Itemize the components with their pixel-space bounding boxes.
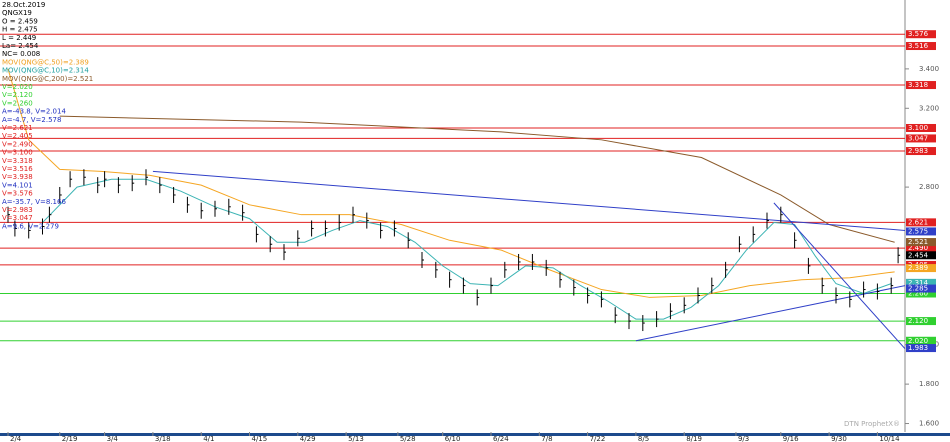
info-line: QNGX19 [2,9,32,17]
level-label: 2.983 [908,147,928,155]
level-label: 3.576 [908,30,929,38]
trendline [635,285,906,342]
info-line: MOV(QNG@C,200)=2.521 [2,75,93,83]
info-line: V=2.621 [2,124,33,132]
value-tag [906,251,936,260]
info-line: A=9.6, V=2.279 [2,222,59,230]
x-tick-label: 6/10 [445,435,461,442]
level-label: 2.490 [908,244,928,252]
x-tick-label: 2/19 [62,435,78,442]
level-label: 3.318 [908,81,928,89]
info-line: V=2.405 [2,132,33,140]
x-tick-label: 9/3 [738,435,749,442]
x-tick-label: 9/30 [831,435,847,442]
info-line: A=-4.7, V=2.578 [2,116,61,124]
x-tick-label: 4/15 [252,435,268,442]
level-tag [906,336,936,345]
info-line: V=2.120 [2,91,33,99]
level-tag [906,30,936,39]
info-line: A=-43.8, V=2.014 [2,108,66,116]
x-tick-label: 8/5 [638,435,649,442]
level-label: 2.621 [908,218,928,226]
info-line: NC= 0.008 [2,50,40,58]
value-tag-label: 2.389 [908,264,928,272]
value-tag-label: 2.521 [908,238,928,246]
date-strip [0,433,950,436]
y-tick-label: 1.600 [919,420,939,428]
level-label: 2.120 [908,317,928,325]
value-tag-label: 1.983 [908,344,928,352]
info-line: V=3.318 [2,157,33,165]
value-tag-label: 2.454 [908,251,929,259]
level-tag [906,42,936,51]
level-tag [906,147,936,156]
level-tag [906,134,936,143]
level-tag [906,289,936,298]
x-tick-label: 10/14 [879,435,900,442]
y-tick-label: 3.200 [919,104,939,112]
x-tick-label: 3/4 [107,435,119,442]
x-tick-label: 4/1 [203,435,214,442]
moving-average [59,115,895,243]
info-line: La= 2.454 [2,42,39,50]
level-label: 3.047 [908,134,928,142]
x-tick-label: 5/13 [348,435,364,442]
info-line: A=-35.7, V=8.166 [2,198,66,206]
info-line: O = 2.459 [2,17,38,25]
x-tick-label: 2/4 [10,435,22,442]
level-tag [906,317,936,326]
footer: DTN ProphetX® [844,420,900,428]
x-tick-label: 6/24 [493,435,509,442]
info-line: V=2.490 [2,140,33,148]
level-tag [906,218,936,227]
value-tag [906,238,936,247]
info-line: H = 2.475 [2,26,38,34]
info-line: V=3.516 [2,165,33,173]
moving-average [7,68,895,298]
level-label: 2.260 [908,289,928,297]
info-line: V=3.938 [2,173,33,181]
value-tag-label: 2.575 [908,227,928,235]
info-line: V=2.260 [2,99,33,107]
level-label: 3.100 [908,124,928,132]
y-tick-label: 3.400 [919,65,939,73]
info-line: L = 2.449 [2,34,36,42]
level-label: 3.516 [908,42,929,50]
info-line: 28.Oct.2019 [2,1,45,9]
trendline [152,170,906,231]
value-tag-label: 2.314 [908,279,929,287]
y-tick-label: 2.800 [919,183,939,191]
value-tag [906,344,936,353]
x-tick-label: 9/16 [783,435,799,442]
trendline [773,202,906,349]
value-tag [906,284,936,293]
level-tag [906,244,936,253]
info-line: V=3.100 [2,149,33,157]
level-tag [906,123,936,132]
y-tick-label: 1.800 [919,380,939,388]
x-tick-label: 7/8 [541,435,552,442]
value-tag-label: 2.285 [908,285,928,293]
x-tick-label: 4/29 [300,435,316,442]
info-line: V=2.983 [2,206,33,214]
info-line: V=2.020 [2,83,33,91]
level-label: 2.020 [908,337,928,345]
value-tag [906,278,936,287]
x-tick-label: 5/28 [400,435,416,442]
value-tag [906,227,936,236]
info-line: MOV(QNG@C,50)=2.389 [2,58,89,66]
x-tick-label: 3/18 [155,435,171,442]
level-tag [906,81,936,90]
info-line: MOV(QNG@C,10)=2.314 [2,67,89,75]
x-tick-label: 8/19 [686,435,702,442]
info-line: V=3.047 [2,214,33,222]
value-tag [906,264,936,273]
info-line: V=4.101 [2,181,33,189]
info-line: V=3.576 [2,190,33,198]
x-tick-label: 7/22 [590,435,606,442]
